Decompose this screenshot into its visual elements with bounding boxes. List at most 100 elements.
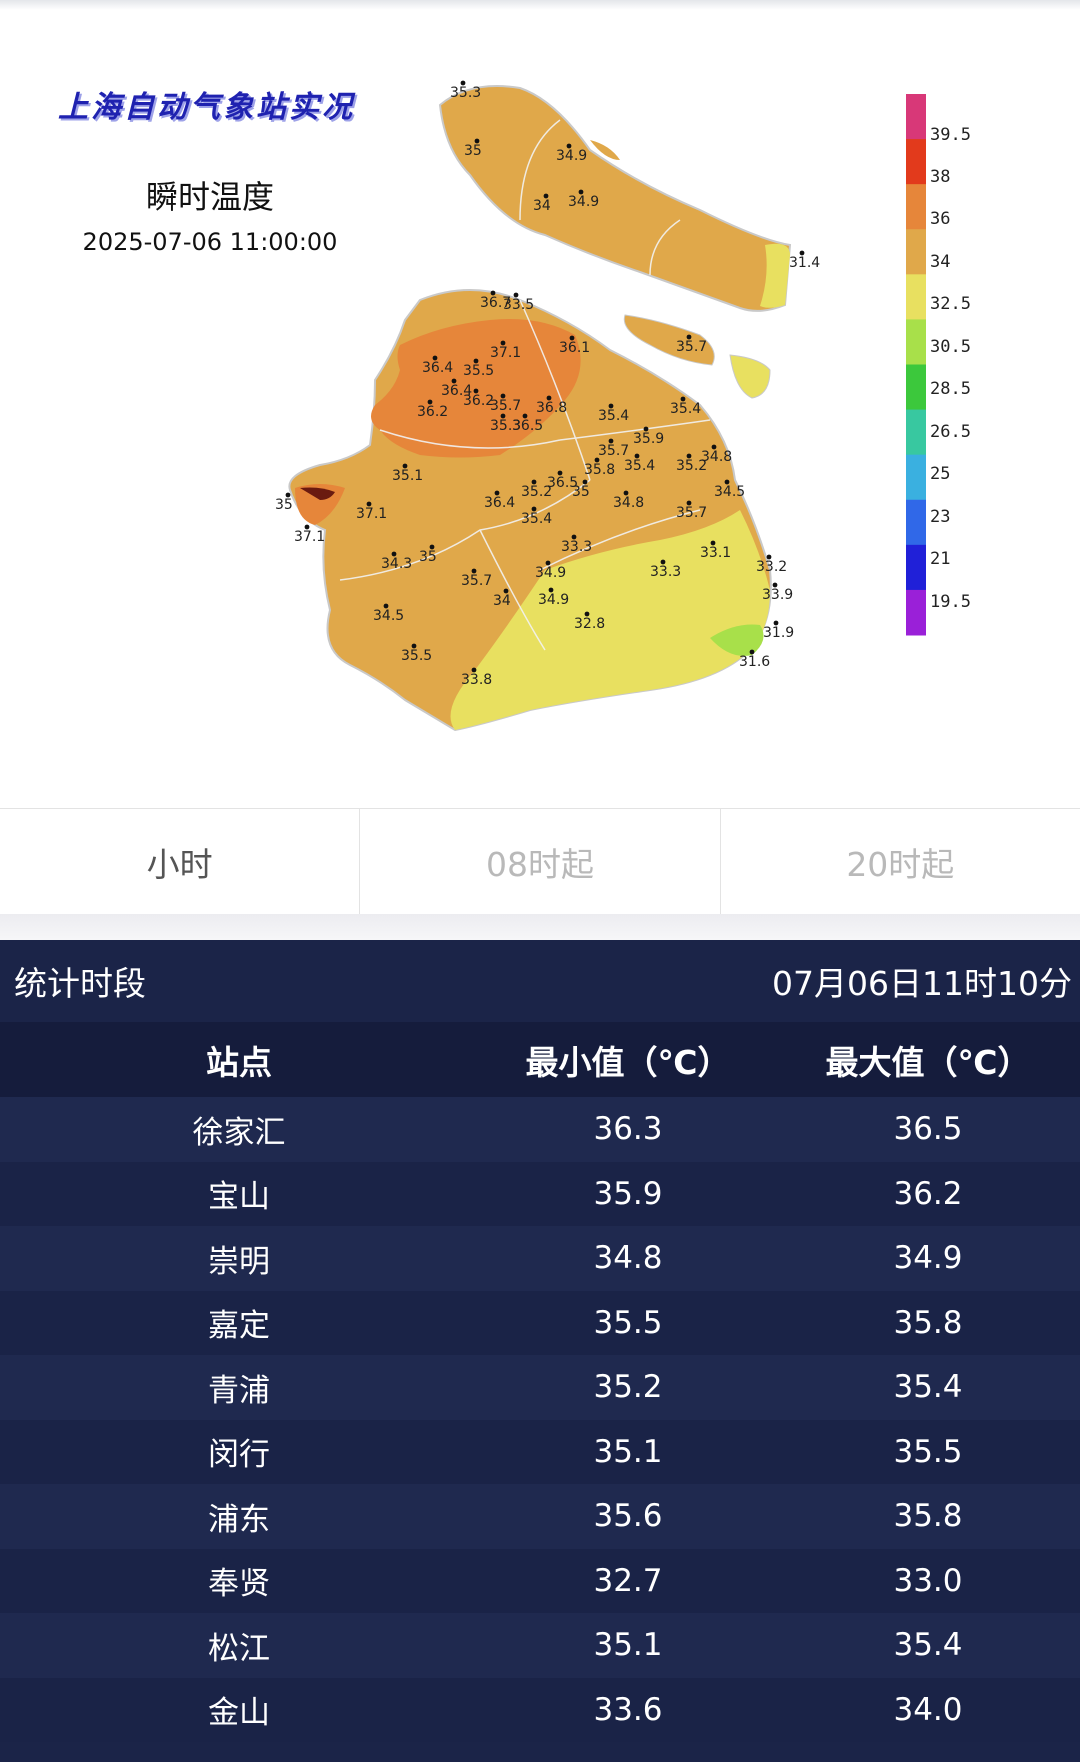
station-dot [546, 395, 552, 401]
min-value: 34.8 [593, 1240, 663, 1277]
station-temperature: 31.4 [789, 255, 820, 271]
legend-swatch [906, 499, 926, 546]
station-dot [432, 355, 438, 361]
station-dot [608, 403, 614, 409]
legend-swatch [906, 409, 926, 456]
max-value: 35.8 [893, 1498, 963, 1535]
color-legend-bar [906, 94, 926, 636]
legend-swatch [906, 94, 926, 140]
changxing-island [623, 314, 715, 366]
station-temperature: 35.4 [624, 458, 655, 474]
station-marker: 36.5 [547, 470, 578, 491]
column-station: 站点 [206, 1042, 272, 1082]
station-marker: 35 [419, 544, 437, 565]
station-dot [710, 540, 716, 546]
station-marker: 35.4 [624, 453, 655, 474]
station-dot [402, 463, 408, 469]
station-marker: 34.9 [538, 587, 569, 608]
station-dot [471, 667, 477, 673]
station-dot [531, 506, 537, 512]
table-header: 站点 最小值（℃） 最大值（℃） [0, 1022, 1080, 1097]
table-row: 宝山 35.9 36.2 [0, 1161, 1080, 1226]
station-name: 青浦 [208, 1372, 270, 1409]
station-temperature: 36.4 [441, 383, 472, 399]
station-marker: 35.2 [521, 479, 552, 500]
legend-swatch [906, 364, 926, 411]
station-dot [383, 603, 389, 609]
station-dot [473, 358, 479, 364]
station-dot [634, 453, 640, 459]
station-temperature: 36.4 [484, 495, 515, 511]
station-temperature: 33.5 [503, 297, 534, 313]
max-value: 34.9 [893, 1240, 963, 1277]
station-marker: 33.3 [650, 559, 681, 580]
shanghai-map: 35.3 35 34.9 34 34.9 31.4 36.733.5 37.1 36.1 36.4… [275, 80, 926, 732]
station-temperature: 32.8 [574, 616, 605, 632]
station-marker: 35.7 [676, 500, 707, 521]
station-marker: 36.4 [484, 490, 515, 511]
min-value: 35.1 [593, 1627, 663, 1664]
station-temperature: 35 [572, 484, 590, 500]
legend-swatch [906, 274, 926, 320]
station-name: 嘉定 [208, 1308, 270, 1345]
station-marker: 36.8 [536, 395, 567, 416]
legend-swatch [906, 544, 926, 591]
station-temperature: 34.3 [381, 556, 412, 572]
station-marker: 33.8 [461, 667, 492, 688]
station-marker: 35.5 [463, 358, 494, 379]
stats-title: 统计时段 [14, 964, 146, 1003]
table-row: 闵行 35.1 35.5 [0, 1419, 1080, 1484]
stats-time: 07月06日11时10分 [772, 964, 1072, 1003]
legend-label: 23 [930, 507, 951, 527]
station-marker: 34.9 [535, 560, 566, 581]
station-marker: 35 [572, 479, 590, 500]
temperature-map-panel: 35.3 35 34.9 34 34.9 31.4 36.7 33.5 37.1 36.1 36.4… [0, 10, 1080, 810]
station-temperature: 34.9 [535, 565, 566, 581]
station-dot [543, 193, 549, 199]
table-row: 浦东 35.6 35.8 [0, 1484, 1080, 1549]
table-row: 奉贤 32.7 33.0 [0, 1548, 1080, 1613]
station-temperature: 35.5 [463, 363, 494, 379]
tab-from-08[interactable]: 08时起 [360, 809, 721, 914]
station-temperature: 35.5 [401, 648, 432, 664]
station-dot [503, 588, 509, 594]
station-marker: 35.3 [450, 80, 481, 101]
station-marker: 34 [533, 193, 551, 214]
station-layer: 35.3 35 34.9 34 34.9 31.4 36.733.5 37.1 36.1 36.4… [275, 80, 820, 688]
station-dot [711, 444, 717, 450]
station-temperature: 33.3 [650, 564, 681, 580]
station-dot [391, 551, 397, 557]
station-marker: 34.9 [556, 143, 587, 164]
tab-from-20[interactable]: 20时起 [846, 844, 955, 884]
station-temperature: 36.5 [512, 418, 543, 434]
max-value: 35.8 [893, 1304, 963, 1341]
tab-hourly[interactable]: 小时 [0, 809, 361, 914]
min-value: 35.1 [593, 1433, 663, 1470]
station-temperature: 35 [275, 497, 293, 513]
station-marker: 34 [493, 588, 511, 609]
station-temperature: 33.2 [756, 559, 787, 575]
station-dot [557, 470, 563, 476]
station-marker: 34.8 [613, 490, 644, 511]
max-value: 35.4 [893, 1627, 963, 1664]
station-dot [474, 138, 480, 144]
station-marker: 36.4 [422, 355, 453, 376]
station-temperature: 35.9 [633, 431, 664, 447]
station-name: 奉贤 [208, 1566, 270, 1603]
station-marker: 34.9 [568, 189, 599, 210]
station-marker: 35 [275, 492, 293, 513]
legend-swatch [906, 319, 926, 365]
station-temperature: 35.4 [598, 408, 629, 424]
station-temperature: 37.1 [294, 529, 325, 545]
station-temperature: 34.9 [556, 148, 587, 164]
station-marker: 35.5 [401, 643, 432, 664]
station-temperature: 36.2 [417, 404, 448, 420]
station-dot [749, 649, 755, 655]
chongming-island [438, 85, 792, 312]
station-marker: 32.8 [574, 611, 605, 632]
station-marker: 36.2 [417, 399, 448, 420]
station-marker: 35.4 [670, 396, 701, 417]
station-temperature: 31.9 [763, 625, 794, 641]
table-row: 松江 35.1 35.4 [0, 1613, 1080, 1678]
station-dot [623, 490, 629, 496]
